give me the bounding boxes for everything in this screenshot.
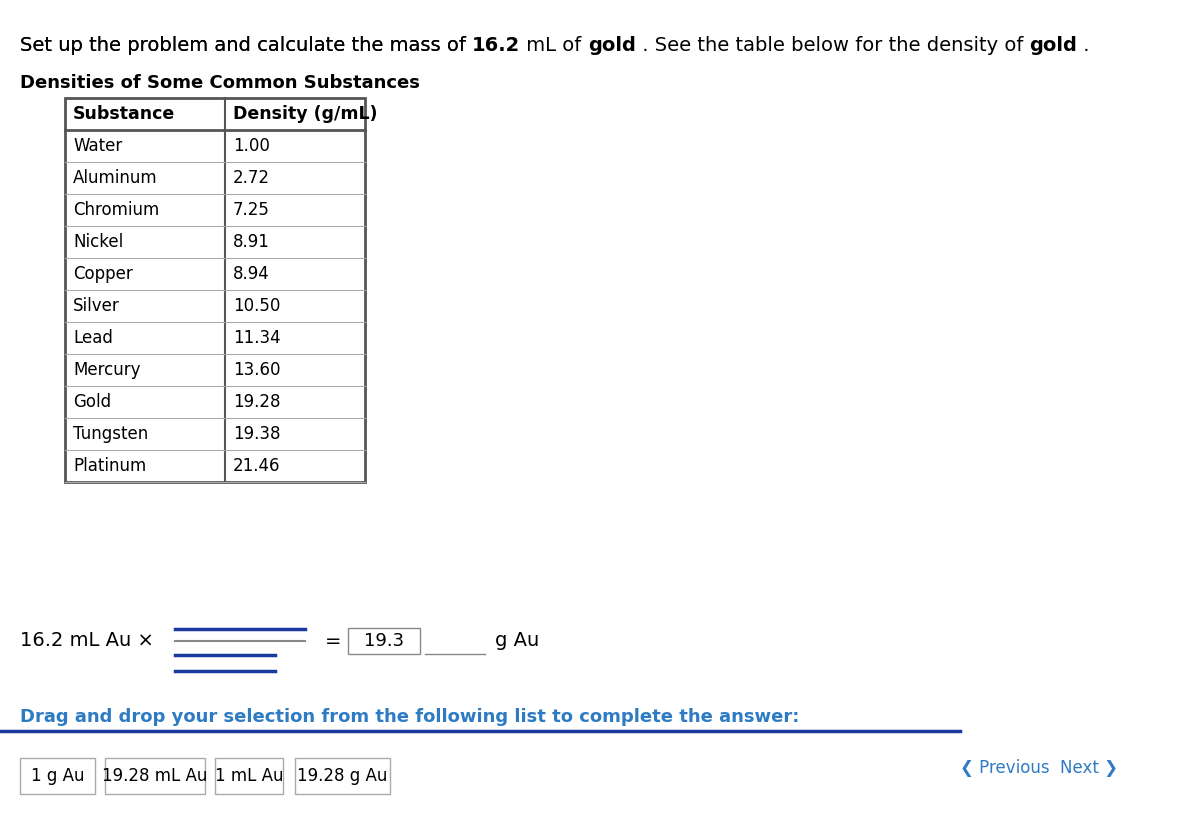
Text: Mercury: Mercury [73,361,140,379]
Text: 13.60: 13.60 [233,361,281,379]
Text: 19.28 mL Au: 19.28 mL Au [102,767,208,785]
Text: 19.28 g Au: 19.28 g Au [298,767,388,785]
Text: Substance: Substance [73,105,175,123]
Text: Density (g/mL): Density (g/mL) [233,105,378,123]
Text: mL of: mL of [521,36,588,55]
Text: Densities of Some Common Substances: Densities of Some Common Substances [20,74,420,92]
Text: 21.46: 21.46 [233,457,281,475]
Text: Set up the problem and calculate the mass of: Set up the problem and calculate the mas… [20,36,472,55]
Text: 11.34: 11.34 [233,329,281,347]
Text: 16.2 mL Au ×: 16.2 mL Au × [20,631,154,650]
Text: 19.3: 19.3 [364,632,404,650]
Text: Water: Water [73,137,122,155]
Text: gold: gold [588,36,636,55]
Text: Lead: Lead [73,329,113,347]
Text: Silver: Silver [73,297,120,315]
Bar [106,758,205,794]
Text: 1 g Au: 1 g Au [31,767,84,785]
Text: ❮ Previous: ❮ Previous [960,759,1050,777]
Text: 1 mL Au: 1 mL Au [215,767,283,785]
Bar [348,628,420,654]
Text: Gold: Gold [73,393,112,411]
Text: 2.72: 2.72 [233,169,270,187]
Bar [20,758,95,794]
Text: Chromium: Chromium [73,201,160,219]
Text: 7.25: 7.25 [233,201,270,219]
Text: Set up the problem and calculate the mass of: Set up the problem and calculate the mas… [20,36,472,55]
Text: 16.2: 16.2 [472,36,521,55]
Text: Aluminum: Aluminum [73,169,157,187]
Text: 1.00: 1.00 [233,137,270,155]
Bar [295,758,390,794]
Text: 10.50: 10.50 [233,297,281,315]
Text: Tungsten: Tungsten [73,425,149,443]
Text: 19.28: 19.28 [233,393,281,411]
Text: Nickel: Nickel [73,233,124,251]
Text: . See the table below for the density of: . See the table below for the density of [636,36,1030,55]
Text: =: = [325,631,342,650]
Text: .: . [1078,36,1090,55]
Text: 8.94: 8.94 [233,265,270,283]
Bar [65,98,365,482]
Text: gold: gold [1030,36,1078,55]
Text: Platinum: Platinum [73,457,146,475]
Text: 8.91: 8.91 [233,233,270,251]
Text: 19.38: 19.38 [233,425,281,443]
Text: Drag and drop your selection from the following list to complete the answer:: Drag and drop your selection from the fo… [20,708,799,726]
Text: Copper: Copper [73,265,133,283]
Text: Next ❯: Next ❯ [1060,759,1118,777]
Bar [215,758,283,794]
Text: g Au: g Au [496,631,539,650]
